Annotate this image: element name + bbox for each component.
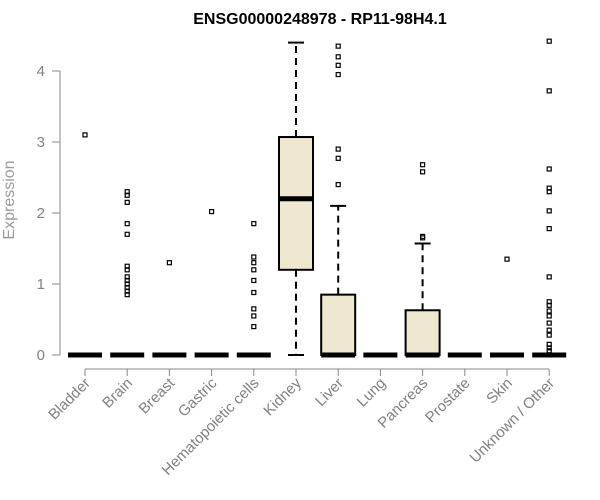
outlier-point <box>124 221 130 227</box>
outlier-point <box>251 221 257 227</box>
x-tick-label: Liver <box>312 375 347 410</box>
outlier-point <box>251 289 257 296</box>
outlier-point <box>546 327 552 333</box>
outlier-point <box>546 302 552 308</box>
box-liver <box>320 43 357 358</box>
y-tick-label: 3 <box>37 134 45 151</box>
box-breast <box>152 260 187 358</box>
outlier-point <box>546 88 552 94</box>
outlier-point <box>546 189 552 195</box>
y-tick-label: 2 <box>37 205 45 222</box>
outlier-point <box>251 260 257 266</box>
y-tick-label: 4 <box>37 63 45 80</box>
outlier-point <box>546 166 552 172</box>
box-kidney <box>278 41 314 356</box>
outlier-point <box>82 132 88 138</box>
y-tick-label: 0 <box>37 347 45 364</box>
outlier-point <box>546 208 552 214</box>
x-tick-label: Brain <box>99 375 136 412</box>
y-tick-label: 1 <box>37 276 45 293</box>
box-body <box>278 136 314 271</box>
outlier-point <box>124 231 130 237</box>
box-hematopoietic-cells <box>236 221 271 358</box>
y-axis: 0 1 2 3 4 <box>37 63 61 364</box>
outlier-point <box>124 292 130 298</box>
outlier-point <box>251 277 257 284</box>
outlier-point <box>546 320 552 326</box>
outlier-point <box>546 348 552 354</box>
outlier-point <box>420 235 426 241</box>
outlier-point <box>546 308 552 314</box>
outlier-point <box>504 256 510 262</box>
outlier-point <box>420 162 426 168</box>
outlier-point <box>251 313 257 319</box>
x-tick-label: Skin <box>483 375 516 408</box>
chart-title: ENSG00000248978 - RP11-98H4.1 <box>193 11 447 28</box>
y-axis-label: Expression <box>1 160 18 239</box>
box-pancreas <box>404 162 441 358</box>
outlier-point <box>546 274 552 280</box>
outlier-point <box>335 54 341 60</box>
outlier-point <box>546 332 552 338</box>
outlier-point <box>546 38 552 44</box>
x-tick-label: Lung <box>354 375 390 411</box>
box-body <box>404 309 441 356</box>
outlier-point <box>335 43 341 49</box>
outlier-point <box>251 324 257 330</box>
outlier-point <box>546 345 552 351</box>
outlier-point <box>251 306 257 312</box>
outlier-point <box>546 226 552 232</box>
outlier-point <box>251 267 257 273</box>
x-tick-label: Breast <box>136 374 179 417</box>
x-tick-label: Bladder <box>45 375 94 424</box>
outlier-point <box>166 260 172 266</box>
outlier-point <box>335 62 341 68</box>
outlier-point <box>251 254 257 260</box>
x-tick-label: Kidney <box>260 374 305 419</box>
x-tick-label: Prostate <box>422 375 474 427</box>
outlier-point <box>335 182 341 188</box>
box-series <box>68 38 567 358</box>
outlier-point <box>335 155 341 161</box>
box-brain <box>110 189 145 358</box>
box-bladder <box>68 132 102 358</box>
outlier-point <box>546 313 552 319</box>
outlier-point <box>124 199 130 205</box>
outlier-point <box>420 169 426 175</box>
outlier-point <box>209 208 215 215</box>
outlier-point <box>335 146 341 152</box>
outlier-point <box>124 267 130 273</box>
box-skin <box>490 256 524 358</box>
box-unknown-other <box>532 38 567 358</box>
box-gastric <box>194 208 229 358</box>
outlier-point <box>335 71 341 78</box>
outlier-point <box>124 192 130 198</box>
box-body <box>320 293 357 356</box>
